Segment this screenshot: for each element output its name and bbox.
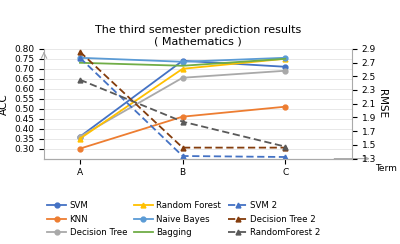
- Bagging: [78, 61, 82, 64]
- Decision Tree 2: [180, 146, 185, 149]
- Title: The third semester prediction results
( Mathematics ): The third semester prediction results ( …: [95, 25, 301, 47]
- SVM: [283, 65, 288, 68]
- Line: Decision Tree: Decision Tree: [78, 68, 288, 139]
- Naive Bayes: [180, 60, 185, 63]
- SVM 2: [78, 56, 82, 59]
- Decision Tree: [283, 69, 288, 72]
- Line: Decision Tree 2: Decision Tree 2: [78, 49, 288, 150]
- Line: Random Forest: Random Forest: [78, 56, 288, 141]
- RandomForest 2: [78, 78, 82, 81]
- Y-axis label: RMSE: RMSE: [377, 89, 387, 118]
- Decision Tree 2: [283, 146, 288, 149]
- Naive Bayes: [78, 56, 82, 59]
- Decision Tree 2: [78, 50, 82, 53]
- Line: RandomForest 2: RandomForest 2: [78, 77, 288, 149]
- Random Forest: [78, 137, 82, 140]
- Decision Tree: [180, 76, 185, 79]
- KNN: [78, 147, 82, 150]
- Bagging: [180, 64, 185, 67]
- RandomForest 2: [180, 120, 185, 123]
- Bagging: [283, 57, 288, 60]
- Decision Tree: [78, 135, 82, 138]
- Line: Bagging: Bagging: [80, 59, 285, 66]
- SVM: [78, 135, 82, 138]
- Random Forest: [180, 67, 185, 70]
- KNN: [283, 105, 288, 108]
- Line: SVM 2: SVM 2: [78, 55, 288, 159]
- Text: Term: Term: [374, 164, 396, 173]
- Line: Naive Bayes: Naive Bayes: [78, 55, 288, 64]
- SVM 2: [180, 154, 185, 157]
- Y-axis label: ACC: ACC: [0, 93, 8, 115]
- RandomForest 2: [283, 145, 288, 148]
- Naive Bayes: [283, 56, 288, 59]
- Random Forest: [283, 57, 288, 60]
- Line: SVM: SVM: [78, 58, 288, 139]
- SVM: [180, 59, 185, 62]
- SVM 2: [283, 155, 288, 158]
- KNN: [180, 115, 185, 118]
- Legend: SVM, KNN, Decision Tree, Random Forest, Naive Bayes, Bagging, SVM 2, Decision Tr: SVM, KNN, Decision Tree, Random Forest, …: [44, 199, 324, 240]
- Line: KNN: KNN: [78, 104, 288, 151]
